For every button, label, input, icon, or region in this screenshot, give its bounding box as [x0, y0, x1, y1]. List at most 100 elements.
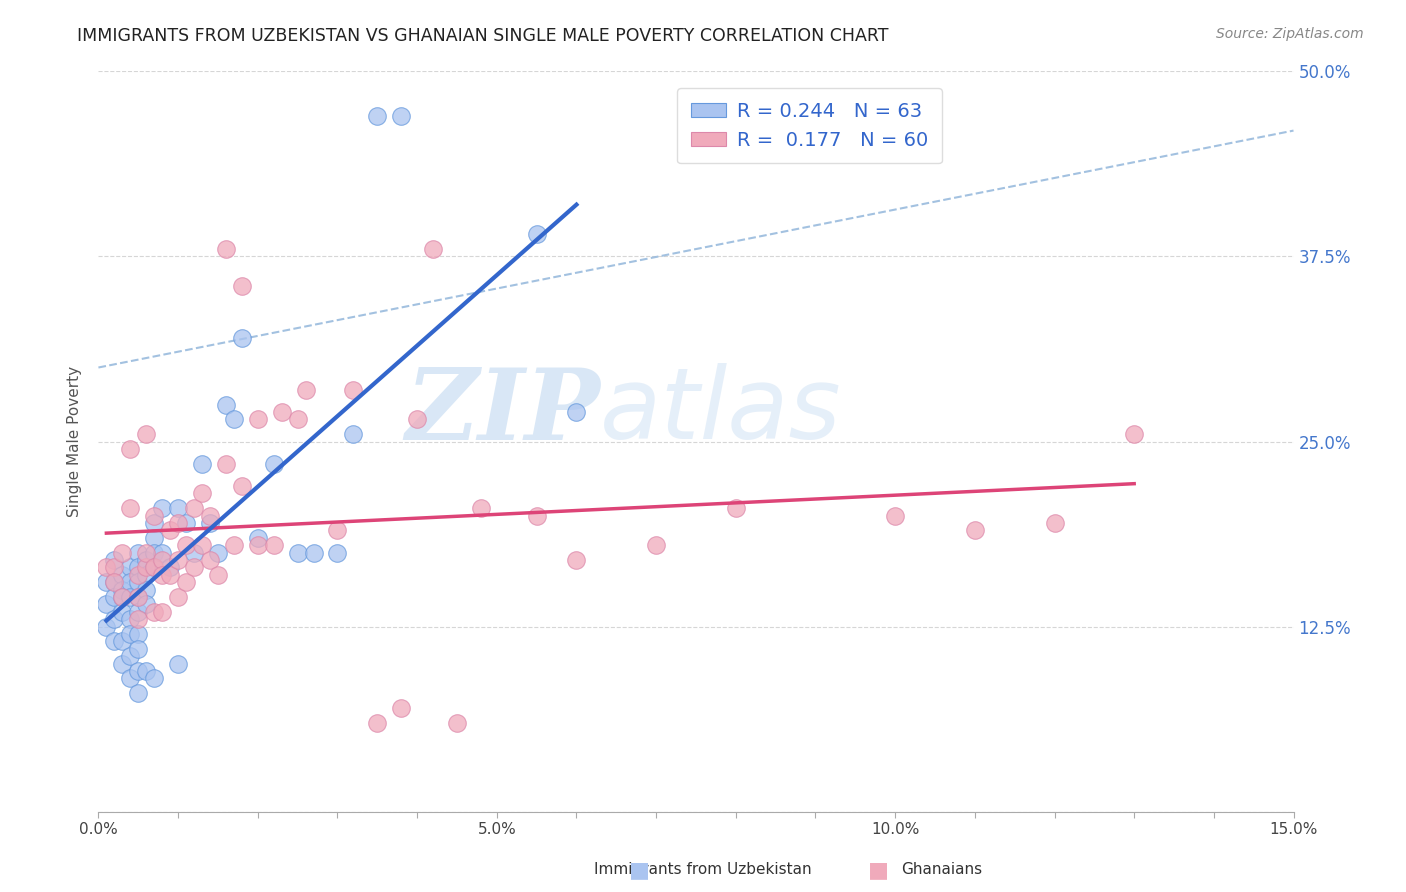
Point — [127, 664, 149, 678]
Point — [127, 686, 149, 700]
Point — [150, 546, 173, 560]
Point — [231, 279, 253, 293]
Point — [96, 598, 118, 612]
Point — [215, 398, 238, 412]
Point — [1123, 427, 1146, 442]
Point — [263, 457, 285, 471]
Point — [135, 664, 157, 678]
Point — [150, 567, 173, 582]
Point — [120, 627, 142, 641]
Point — [143, 560, 166, 574]
Point — [389, 701, 412, 715]
Point — [470, 501, 492, 516]
Point — [174, 538, 197, 552]
Point — [884, 508, 907, 523]
Point — [127, 546, 149, 560]
Point — [127, 605, 149, 619]
Point — [263, 538, 285, 552]
Text: atlas: atlas — [600, 363, 842, 460]
Point — [270, 405, 292, 419]
Point — [96, 575, 118, 590]
Point — [565, 405, 588, 419]
Point — [111, 605, 134, 619]
Point — [302, 546, 325, 560]
Text: IMMIGRANTS FROM UZBEKISTAN VS GHANAIAN SINGLE MALE POVERTY CORRELATION CHART: IMMIGRANTS FROM UZBEKISTAN VS GHANAIAN S… — [77, 27, 889, 45]
Point — [111, 582, 134, 597]
Point — [191, 538, 214, 552]
Point — [135, 582, 157, 597]
Point — [143, 546, 166, 560]
Text: ■: ■ — [869, 860, 889, 880]
Point — [150, 553, 173, 567]
Point — [143, 605, 166, 619]
Point — [222, 412, 245, 426]
Point — [326, 524, 349, 538]
Point — [111, 590, 134, 604]
Point — [342, 427, 364, 442]
Y-axis label: Single Male Poverty: Single Male Poverty — [67, 366, 83, 517]
Point — [127, 627, 149, 641]
Point — [111, 634, 134, 648]
Point — [143, 672, 166, 686]
Point — [222, 538, 245, 552]
Point — [111, 567, 134, 582]
Point — [159, 560, 181, 574]
Point — [446, 715, 468, 730]
Point — [120, 649, 142, 664]
Point — [120, 672, 142, 686]
Point — [135, 553, 157, 567]
Point — [287, 546, 309, 560]
Point — [96, 619, 118, 633]
Point — [526, 508, 548, 523]
Point — [215, 457, 238, 471]
Point — [191, 457, 214, 471]
Point — [174, 516, 197, 530]
Point — [159, 524, 181, 538]
Point — [103, 612, 125, 626]
Point — [127, 590, 149, 604]
Point — [120, 501, 142, 516]
Point — [103, 590, 125, 604]
Point — [198, 516, 221, 530]
Point — [127, 641, 149, 656]
Point — [207, 546, 229, 560]
Point — [111, 657, 134, 671]
Point — [103, 553, 125, 567]
Point — [287, 412, 309, 426]
Point — [120, 560, 142, 574]
Point — [143, 508, 166, 523]
Point — [366, 109, 388, 123]
Point — [526, 227, 548, 242]
Point — [135, 560, 157, 574]
Point — [150, 501, 173, 516]
Point — [326, 546, 349, 560]
Point — [1043, 516, 1066, 530]
Point — [183, 560, 205, 574]
Point — [127, 567, 149, 582]
Point — [120, 442, 142, 456]
Point — [645, 538, 668, 552]
Point — [198, 508, 221, 523]
Point — [246, 531, 269, 545]
Point — [103, 560, 125, 574]
Point — [174, 575, 197, 590]
Point — [111, 590, 134, 604]
Point — [120, 590, 142, 604]
Point — [143, 531, 166, 545]
Legend: R = 0.244   N = 63, R =  0.177   N = 60: R = 0.244 N = 63, R = 0.177 N = 60 — [676, 88, 942, 163]
Point — [422, 242, 444, 256]
Point — [127, 575, 149, 590]
Point — [246, 412, 269, 426]
Point — [167, 590, 190, 604]
Point — [96, 560, 118, 574]
Point — [167, 657, 190, 671]
Point — [135, 598, 157, 612]
Point — [120, 612, 142, 626]
Point — [150, 605, 173, 619]
Point — [135, 427, 157, 442]
Point — [167, 501, 190, 516]
Point — [215, 242, 238, 256]
Point — [366, 715, 388, 730]
Point — [127, 560, 149, 574]
Text: ZIP: ZIP — [405, 364, 600, 460]
